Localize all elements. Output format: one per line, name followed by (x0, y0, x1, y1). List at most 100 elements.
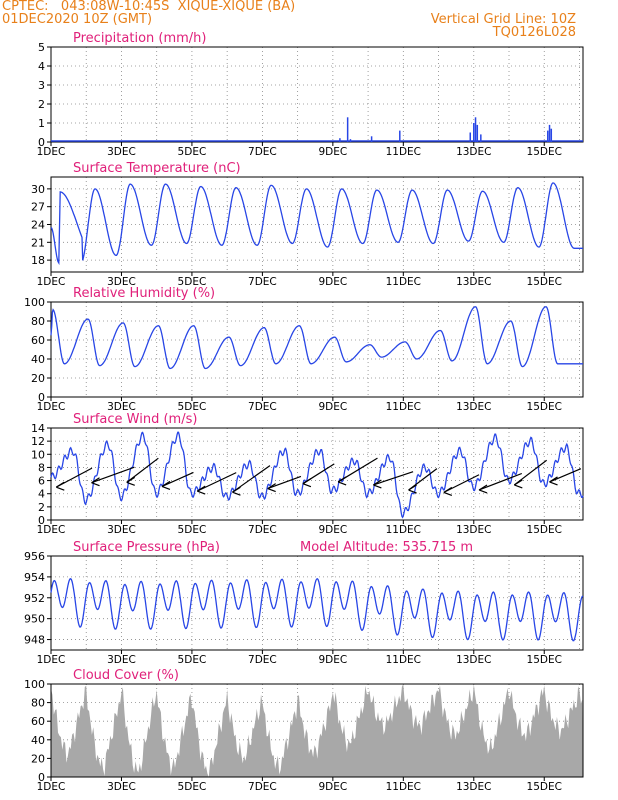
x-tick-label: 3DEC (107, 401, 136, 413)
y-tick-label: 1 (38, 117, 45, 130)
wind-arrow (513, 459, 548, 489)
y-tick-label: 30 (31, 183, 45, 196)
panel-title: Surface Wind (m/s) (73, 412, 197, 427)
y-tick-label: 27 (31, 201, 45, 214)
wind-arrow (478, 472, 523, 494)
wind-arrow-head (91, 477, 100, 487)
x-tick-label: 5DEC (178, 524, 207, 536)
header-model-code: TQ0126L028 (492, 25, 576, 40)
x-tick-label: 1DEC (37, 781, 66, 793)
x-tick-label: 15DEC (527, 781, 562, 793)
x-tick-label: 15DEC (527, 401, 562, 413)
y-tick-label: 60 (31, 715, 45, 728)
y-tick-label: 80 (31, 697, 45, 710)
x-tick-label: 13DEC (456, 524, 491, 536)
panel-border (50, 427, 584, 521)
y-tick-label: 18 (31, 254, 45, 267)
wind-arrow (55, 467, 93, 491)
x-tick-label: 9DEC (318, 524, 347, 536)
wind-arrow (337, 457, 378, 486)
y-tick-label: 80 (31, 315, 45, 328)
wind-arrow-shaft (549, 468, 582, 483)
panel-border (50, 555, 584, 651)
x-tick-label: 15DEC (527, 654, 562, 666)
y-tick-label: 24 (31, 219, 45, 232)
panel-title: Cloud Cover (%) (73, 668, 179, 683)
y-tick-label: 0 (38, 136, 45, 149)
y-tick-label: 40 (31, 353, 45, 366)
x-tick-label: 7DEC (248, 401, 277, 413)
x-tick-label: 13DEC (456, 146, 491, 158)
x-tick-label: 5DEC (178, 146, 207, 158)
y-tick-label: 0 (38, 771, 45, 784)
x-tick-label: 11DEC (386, 146, 421, 158)
wind-arrow-head (373, 479, 382, 489)
panel-1 (47, 46, 584, 146)
wind-arrow-head (408, 484, 417, 494)
x-tick-label: 1DEC (37, 276, 66, 288)
x-tick-label: 1DEC (37, 654, 66, 666)
wind-arrow (126, 457, 159, 486)
y-tick-label: 100 (24, 678, 45, 691)
x-tick-label: 13DEC (456, 401, 491, 413)
y-tick-label: 6 (38, 475, 45, 488)
x-tick-label: 7DEC (248, 146, 277, 158)
wind-arrow-shaft (126, 457, 159, 483)
wind-arrow (232, 465, 271, 496)
x-tick-label: 5DEC (178, 276, 207, 288)
y-tick-label: 2 (38, 98, 45, 111)
y-tick-label: 5 (38, 41, 45, 54)
wind-arrow (408, 468, 438, 494)
x-tick-label: 3DEC (107, 654, 136, 666)
x-tick-label: 3DEC (107, 146, 136, 158)
wind-arrow (161, 471, 194, 490)
y-tick-label: 20 (31, 752, 45, 765)
x-tick-label: 11DEC (386, 524, 421, 536)
x-tick-label: 13DEC (456, 654, 491, 666)
x-tick-label: 15DEC (527, 276, 562, 288)
y-tick-label: 950 (24, 613, 45, 626)
x-tick-label: 9DEC (318, 276, 347, 288)
humidity-series-line (50, 306, 583, 370)
panel-border (50, 683, 584, 778)
x-tick-label: 3DEC (107, 524, 136, 536)
x-tick-label: 1DEC (37, 146, 66, 158)
y-tick-label: 0 (38, 514, 45, 527)
wind-arrow-shaft (443, 474, 480, 493)
wind-arrow-shaft (91, 466, 135, 484)
wind-arrow (549, 468, 582, 486)
x-tick-label: 7DEC (248, 524, 277, 536)
x-tick-label: 5DEC (178, 401, 207, 413)
panel-border (50, 176, 584, 273)
x-tick-label: 3DEC (107, 781, 136, 793)
y-tick-label: 956 (24, 550, 45, 563)
header-date-time: 01DEC2020 10Z (GMT) (2, 12, 153, 27)
x-tick-label: 7DEC (248, 654, 277, 666)
panel-title: Surface Pressure (hPa) (73, 540, 220, 555)
cloud-cover-area (51, 684, 583, 777)
panel-title: Surface Temperature (nC) (73, 161, 241, 176)
wind-arrow (91, 466, 135, 487)
wind-arrow-head (337, 476, 347, 486)
x-tick-label: 11DEC (386, 401, 421, 413)
x-tick-label: 13DEC (456, 276, 491, 288)
wind-arrow (373, 471, 414, 489)
y-tick-label: 4 (38, 60, 45, 73)
model-altitude-label: Model Altitude: 535.715 m (300, 540, 473, 555)
wind-arrow-head (126, 476, 136, 486)
x-tick-label: 3DEC (107, 276, 136, 288)
wind-arrow-head (549, 476, 558, 486)
wind-arrow (196, 472, 237, 495)
y-tick-label: 60 (31, 334, 45, 347)
y-tick-label: 21 (31, 236, 45, 249)
wind-arrow-head (232, 486, 241, 496)
wind-arrow-head (267, 483, 276, 493)
x-tick-label: 9DEC (318, 401, 347, 413)
x-tick-label: 1DEC (37, 401, 66, 413)
y-tick-label: 20 (31, 372, 45, 385)
x-tick-label: 5DEC (178, 654, 207, 666)
y-tick-label: 954 (24, 571, 45, 584)
x-tick-label: 15DEC (527, 146, 562, 158)
wind-arrow (302, 463, 335, 488)
